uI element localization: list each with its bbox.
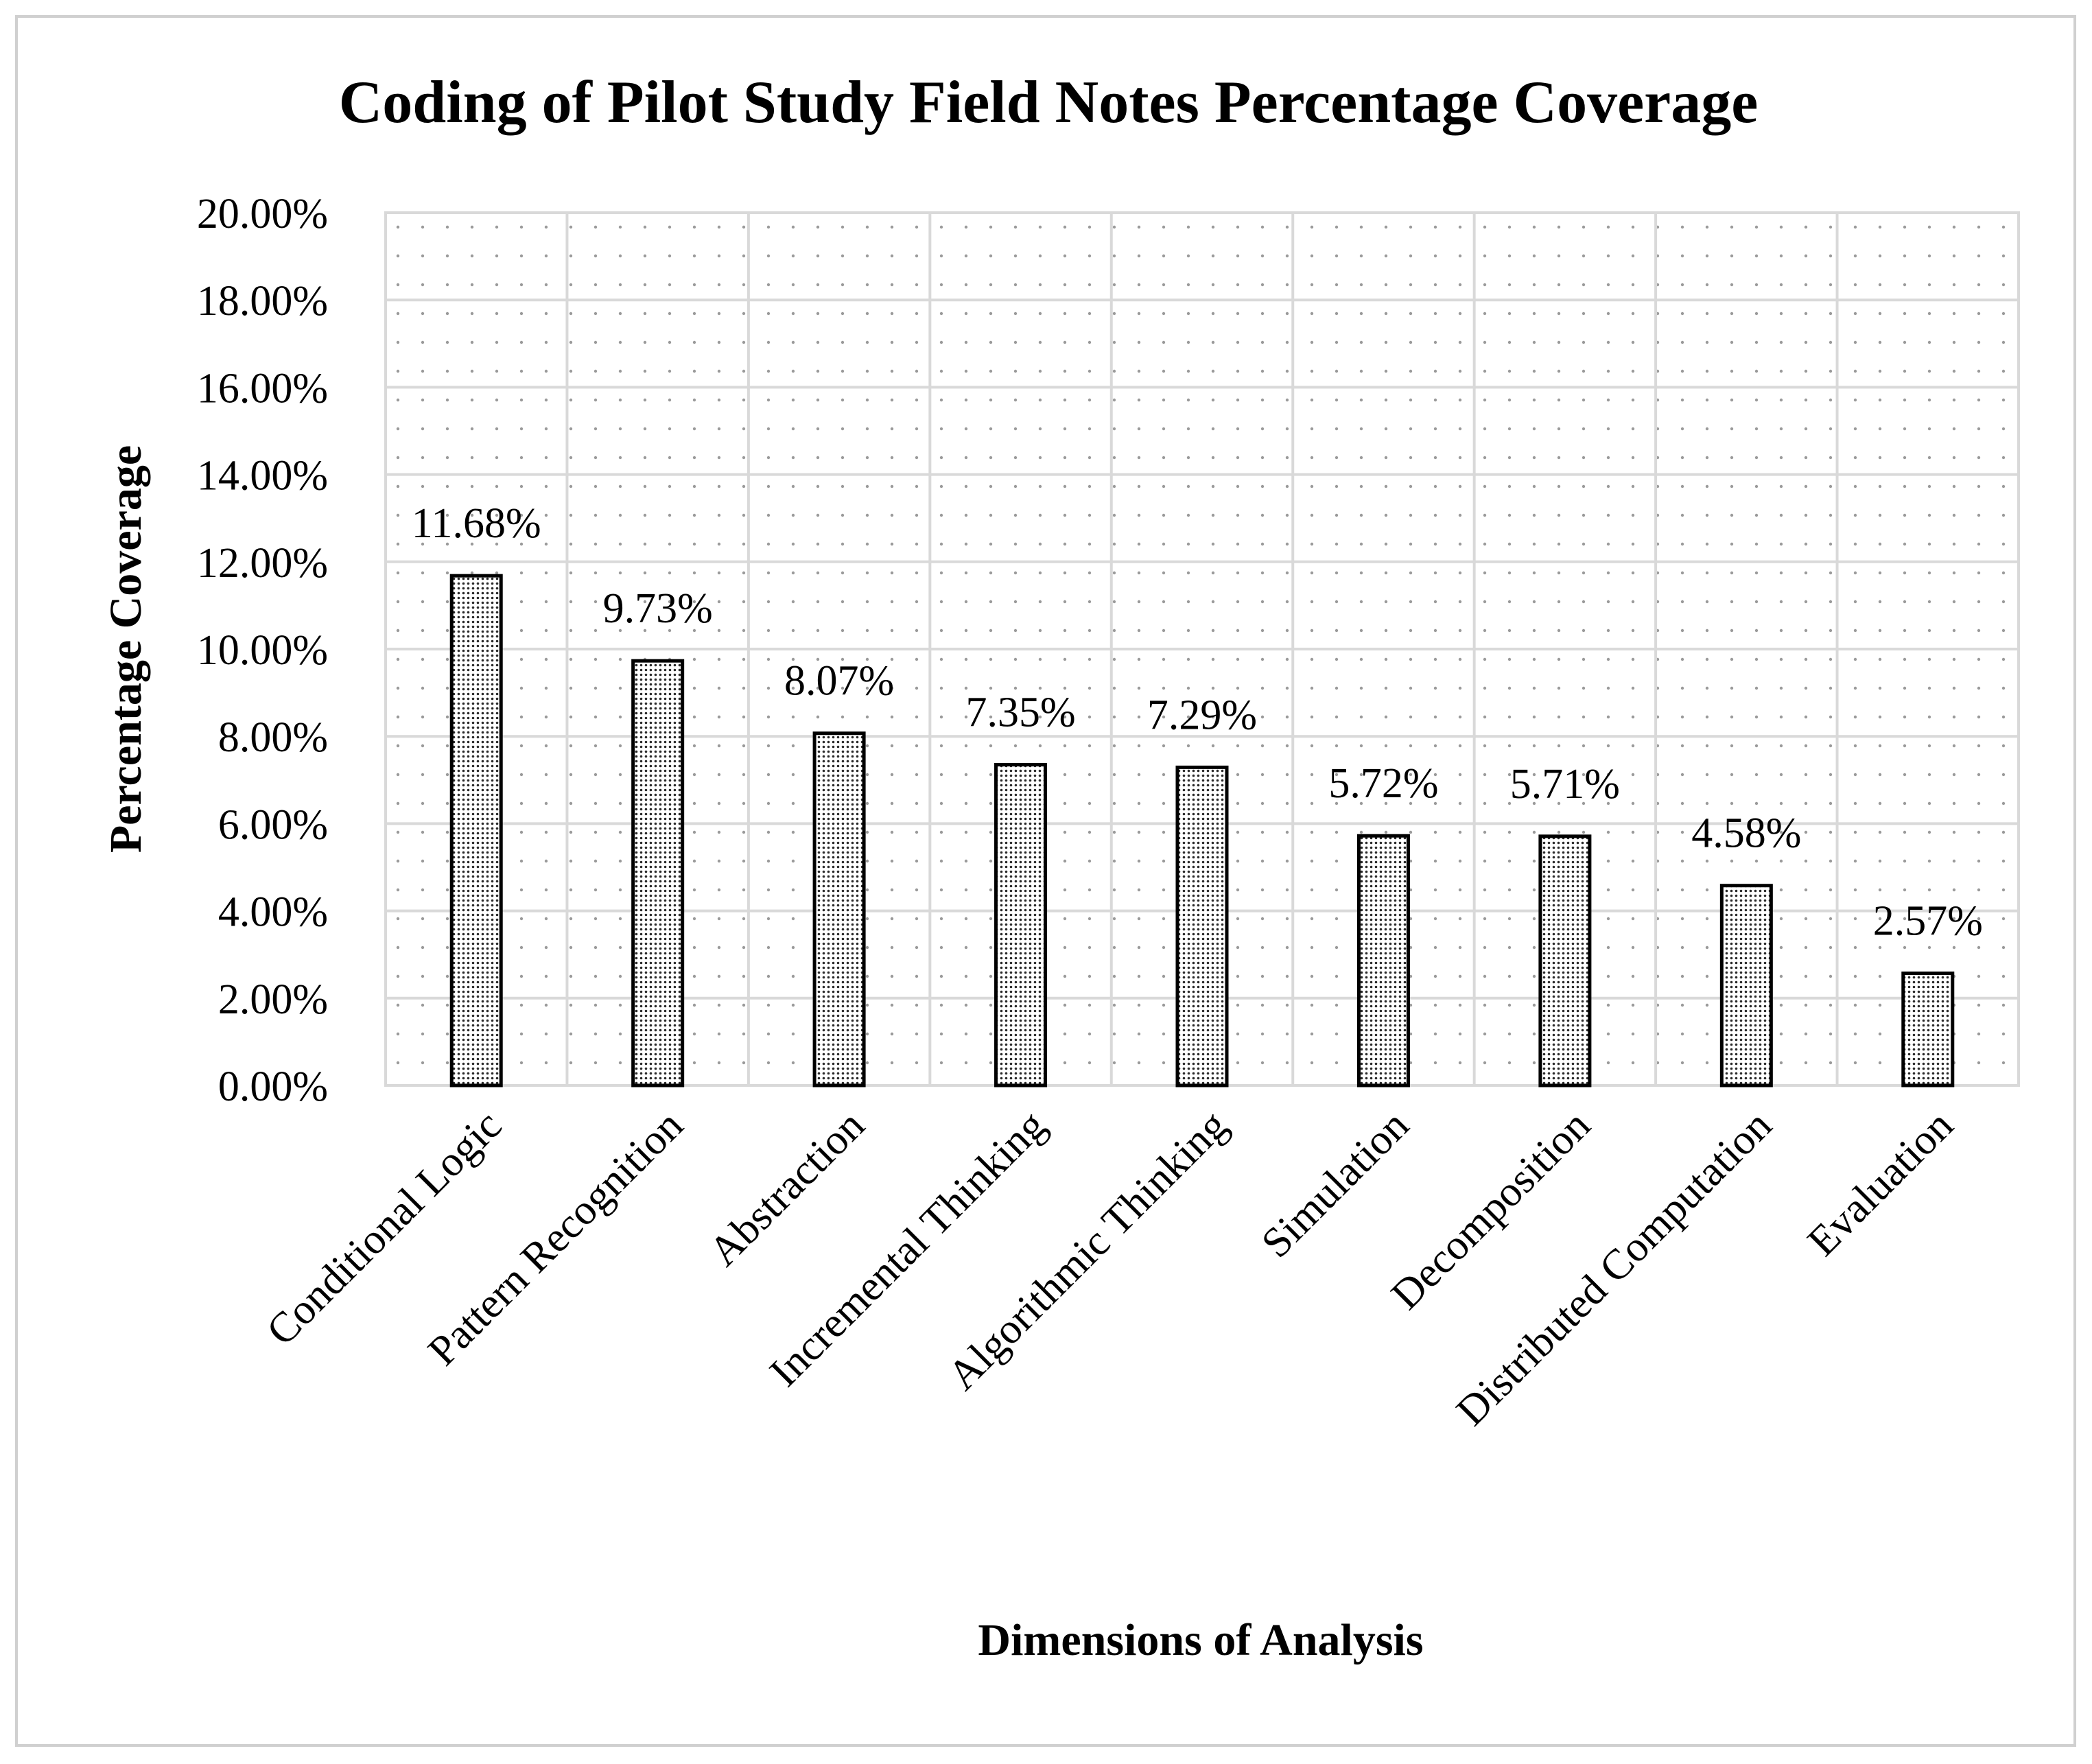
- bar: [1538, 834, 1592, 1087]
- data-label: 5.71%: [1510, 761, 1620, 808]
- data-label: 7.29%: [1147, 692, 1257, 738]
- data-label: 11.68%: [412, 500, 541, 547]
- y-tick-label: 6.00%: [218, 801, 328, 848]
- y-tick-label: 2.00%: [218, 976, 328, 1023]
- data-label: 9.73%: [603, 585, 713, 632]
- data-label: 4.58%: [1691, 810, 1801, 857]
- bar: [994, 763, 1048, 1087]
- y-tick-label: 12.00%: [197, 540, 328, 587]
- chart-title: Coding of Pilot Study Field Notes Percen…: [339, 69, 1759, 136]
- y-tick-label: 8.00%: [218, 714, 328, 761]
- data-label: 8.07%: [784, 658, 894, 705]
- x-axis-label: Dimensions of Analysis: [978, 1615, 1423, 1665]
- y-tick-label: 0.00%: [218, 1063, 328, 1110]
- y-tick-label: 4.00%: [218, 889, 328, 936]
- y-tick-label: 18.00%: [197, 278, 328, 325]
- y-tick-label: 14.00%: [197, 453, 328, 499]
- bar: [812, 731, 866, 1087]
- bar: [1175, 765, 1229, 1087]
- y-tick-label: 16.00%: [197, 365, 328, 412]
- y-axis-label: Percentage Coverage: [101, 445, 151, 853]
- data-label: 2.57%: [1873, 898, 1983, 945]
- data-label: 5.72%: [1328, 760, 1438, 807]
- bar: [631, 659, 685, 1087]
- y-tick-label: 20.00%: [197, 191, 328, 237]
- data-label: 7.35%: [965, 690, 1075, 736]
- y-axis-tick-labels: 0.00% 2.00% 4.00% 6.00% 8.00% 10.00% 12.00% 14.…: [197, 191, 328, 1110]
- bar: [1901, 972, 1955, 1087]
- bar: [449, 574, 503, 1087]
- bar: [1356, 834, 1410, 1087]
- data-labels: 11.68% 9.73% 8.07% 7.35% 7.29% 5.72% 5.71% 4.58…: [412, 500, 1983, 944]
- bar: [1719, 884, 1773, 1087]
- y-tick-label: 10.00%: [197, 627, 328, 674]
- bars: [449, 574, 1955, 1087]
